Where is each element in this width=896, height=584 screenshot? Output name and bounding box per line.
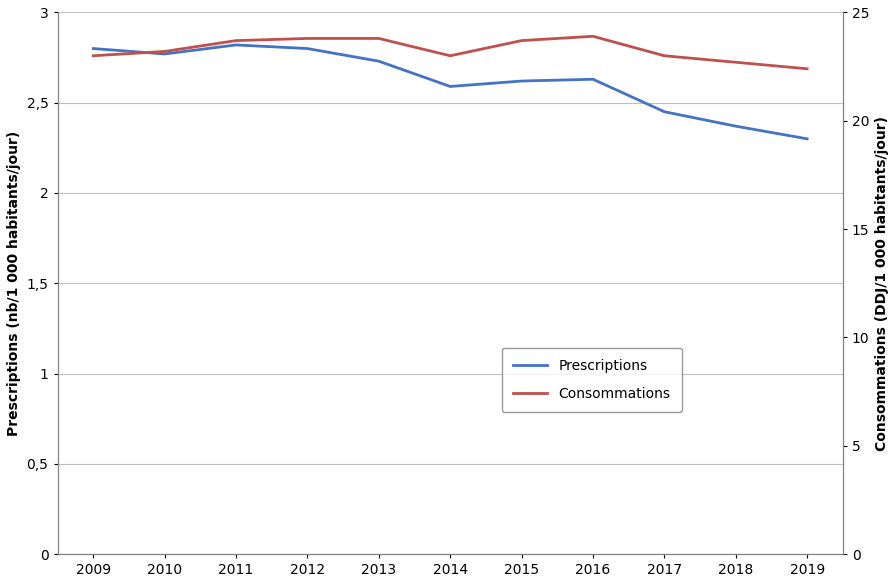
Consommations bbox=[802, 65, 813, 72]
Consommations bbox=[159, 48, 170, 55]
Prescriptions bbox=[88, 45, 99, 52]
Consommations bbox=[374, 35, 384, 42]
Prescriptions bbox=[730, 123, 741, 130]
Consommations bbox=[230, 37, 241, 44]
Prescriptions bbox=[302, 45, 313, 52]
Prescriptions bbox=[374, 58, 384, 65]
Prescriptions bbox=[444, 83, 455, 90]
Prescriptions bbox=[159, 50, 170, 57]
Consommations bbox=[516, 37, 527, 44]
Consommations bbox=[302, 35, 313, 42]
Consommations bbox=[444, 52, 455, 59]
Line: Consommations: Consommations bbox=[93, 36, 807, 69]
Consommations bbox=[88, 52, 99, 59]
Prescriptions bbox=[659, 108, 669, 115]
Prescriptions bbox=[230, 41, 241, 48]
Consommations bbox=[659, 52, 669, 59]
Prescriptions bbox=[588, 76, 599, 83]
Prescriptions bbox=[516, 78, 527, 85]
Line: Prescriptions: Prescriptions bbox=[93, 45, 807, 139]
Y-axis label: Consommations (DDJ/1 000 habitants/jour): Consommations (DDJ/1 000 habitants/jour) bbox=[875, 116, 889, 451]
Prescriptions bbox=[802, 135, 813, 142]
Consommations bbox=[730, 59, 741, 66]
Y-axis label: Prescriptions (nb/1 000 habitants/jour): Prescriptions (nb/1 000 habitants/jour) bbox=[7, 131, 21, 436]
Consommations bbox=[588, 33, 599, 40]
Legend: Prescriptions, Consommations: Prescriptions, Consommations bbox=[502, 347, 682, 412]
